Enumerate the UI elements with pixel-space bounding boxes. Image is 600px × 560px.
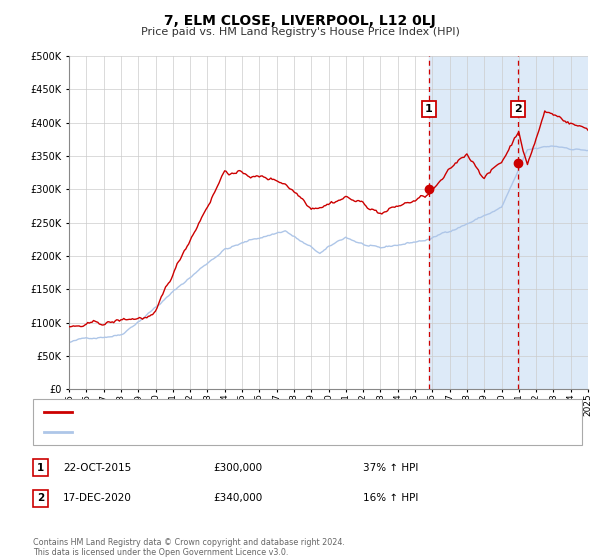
Text: HPI: Average price, detached house, Liverpool: HPI: Average price, detached house, Live… [78, 427, 308, 437]
Bar [429, 56, 588, 389]
Text: 16% ↑ HPI: 16% ↑ HPI [363, 493, 418, 503]
Text: 1: 1 [37, 463, 44, 473]
Text: Price paid vs. HM Land Registry's House Price Index (HPI): Price paid vs. HM Land Registry's House … [140, 27, 460, 37]
Text: 7, ELM CLOSE, LIVERPOOL, L12 0LJ: 7, ELM CLOSE, LIVERPOOL, L12 0LJ [164, 14, 436, 28]
Text: £340,000: £340,000 [213, 493, 262, 503]
Text: 1: 1 [425, 104, 433, 114]
Text: 22-OCT-2015: 22-OCT-2015 [63, 463, 131, 473]
Text: 2: 2 [37, 493, 44, 503]
Text: £300,000: £300,000 [213, 463, 262, 473]
Text: 37% ↑ HPI: 37% ↑ HPI [363, 463, 418, 473]
Text: 17-DEC-2020: 17-DEC-2020 [63, 493, 132, 503]
Text: 2: 2 [514, 104, 522, 114]
Text: Contains HM Land Registry data © Crown copyright and database right 2024.
This d: Contains HM Land Registry data © Crown c… [33, 538, 345, 557]
Text: 7, ELM CLOSE, LIVERPOOL, L12 0LJ (detached house): 7, ELM CLOSE, LIVERPOOL, L12 0LJ (detach… [78, 407, 341, 417]
